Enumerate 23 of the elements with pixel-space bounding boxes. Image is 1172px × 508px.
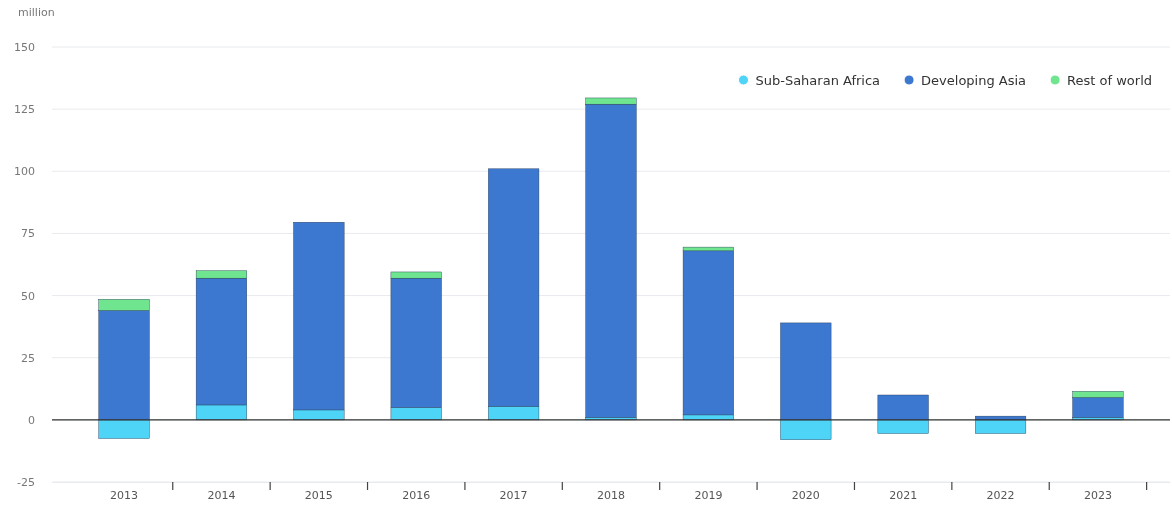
- x-tick-label: 2019: [694, 488, 723, 502]
- y-tick-label: 125: [14, 103, 35, 117]
- x-tick-label: 2013: [110, 488, 139, 502]
- x-tick-label: 2014: [207, 488, 236, 502]
- y-tick-label: 0: [28, 413, 35, 427]
- x-tick-label: 2020: [791, 488, 820, 502]
- y-tick-label: 25: [21, 351, 35, 365]
- y-tick-label: 150: [14, 41, 35, 55]
- legend-label: Rest of world: [1067, 72, 1152, 88]
- x-tick-label: 2021: [889, 488, 918, 502]
- x-tick-label: 2023: [1083, 488, 1112, 502]
- y-tick-label: 100: [14, 165, 35, 179]
- legend-label: Developing Asia: [921, 72, 1027, 88]
- x-tick-label: 2022: [986, 488, 1015, 502]
- x-tick-label: 2016: [402, 488, 431, 502]
- y-axis-title: million: [18, 6, 55, 19]
- x-tick-label: 2017: [499, 488, 528, 502]
- y-tick-label: -25: [17, 476, 35, 490]
- x-tick-label: 2015: [304, 488, 333, 502]
- legend-label: Sub-Saharan Africa: [755, 72, 881, 88]
- y-tick-label: 50: [21, 289, 35, 303]
- x-tick-label: 2018: [597, 488, 625, 502]
- y-tick-label: 75: [21, 227, 35, 241]
